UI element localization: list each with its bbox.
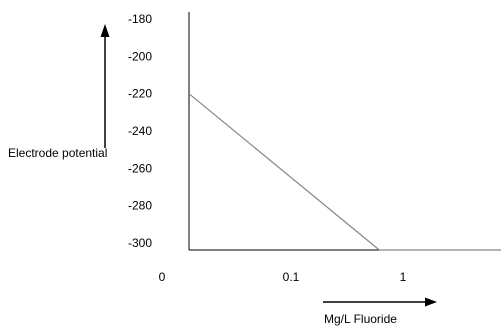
y-tick-label: -180 — [128, 12, 152, 26]
x-axis-arrow-head — [425, 297, 437, 307]
x-axis-label: Mg/L Fluoride — [324, 312, 397, 326]
x-tick-label: 0.1 — [283, 270, 300, 284]
y-tick-label: -280 — [128, 199, 152, 213]
series-line — [188, 93, 501, 251]
y-tick-label: -260 — [128, 161, 152, 175]
series-group — [188, 93, 501, 251]
x-tick-label: 0 — [159, 270, 166, 284]
y-tick-labels: -180 -200 -220 -240 -260 -280 -300 — [128, 12, 152, 250]
y-axis-arrow-head — [100, 24, 110, 37]
x-tick-labels: 00.1110 — [159, 270, 407, 284]
y-tick-label: -220 — [128, 87, 152, 101]
y-tick-label: -240 — [128, 124, 152, 138]
y-tick-label: -200 — [128, 49, 152, 63]
x-tick-label: 1 — [400, 270, 407, 284]
y-axis-label: Electrode potential — [8, 146, 107, 160]
y-tick-label: -300 — [128, 236, 152, 250]
